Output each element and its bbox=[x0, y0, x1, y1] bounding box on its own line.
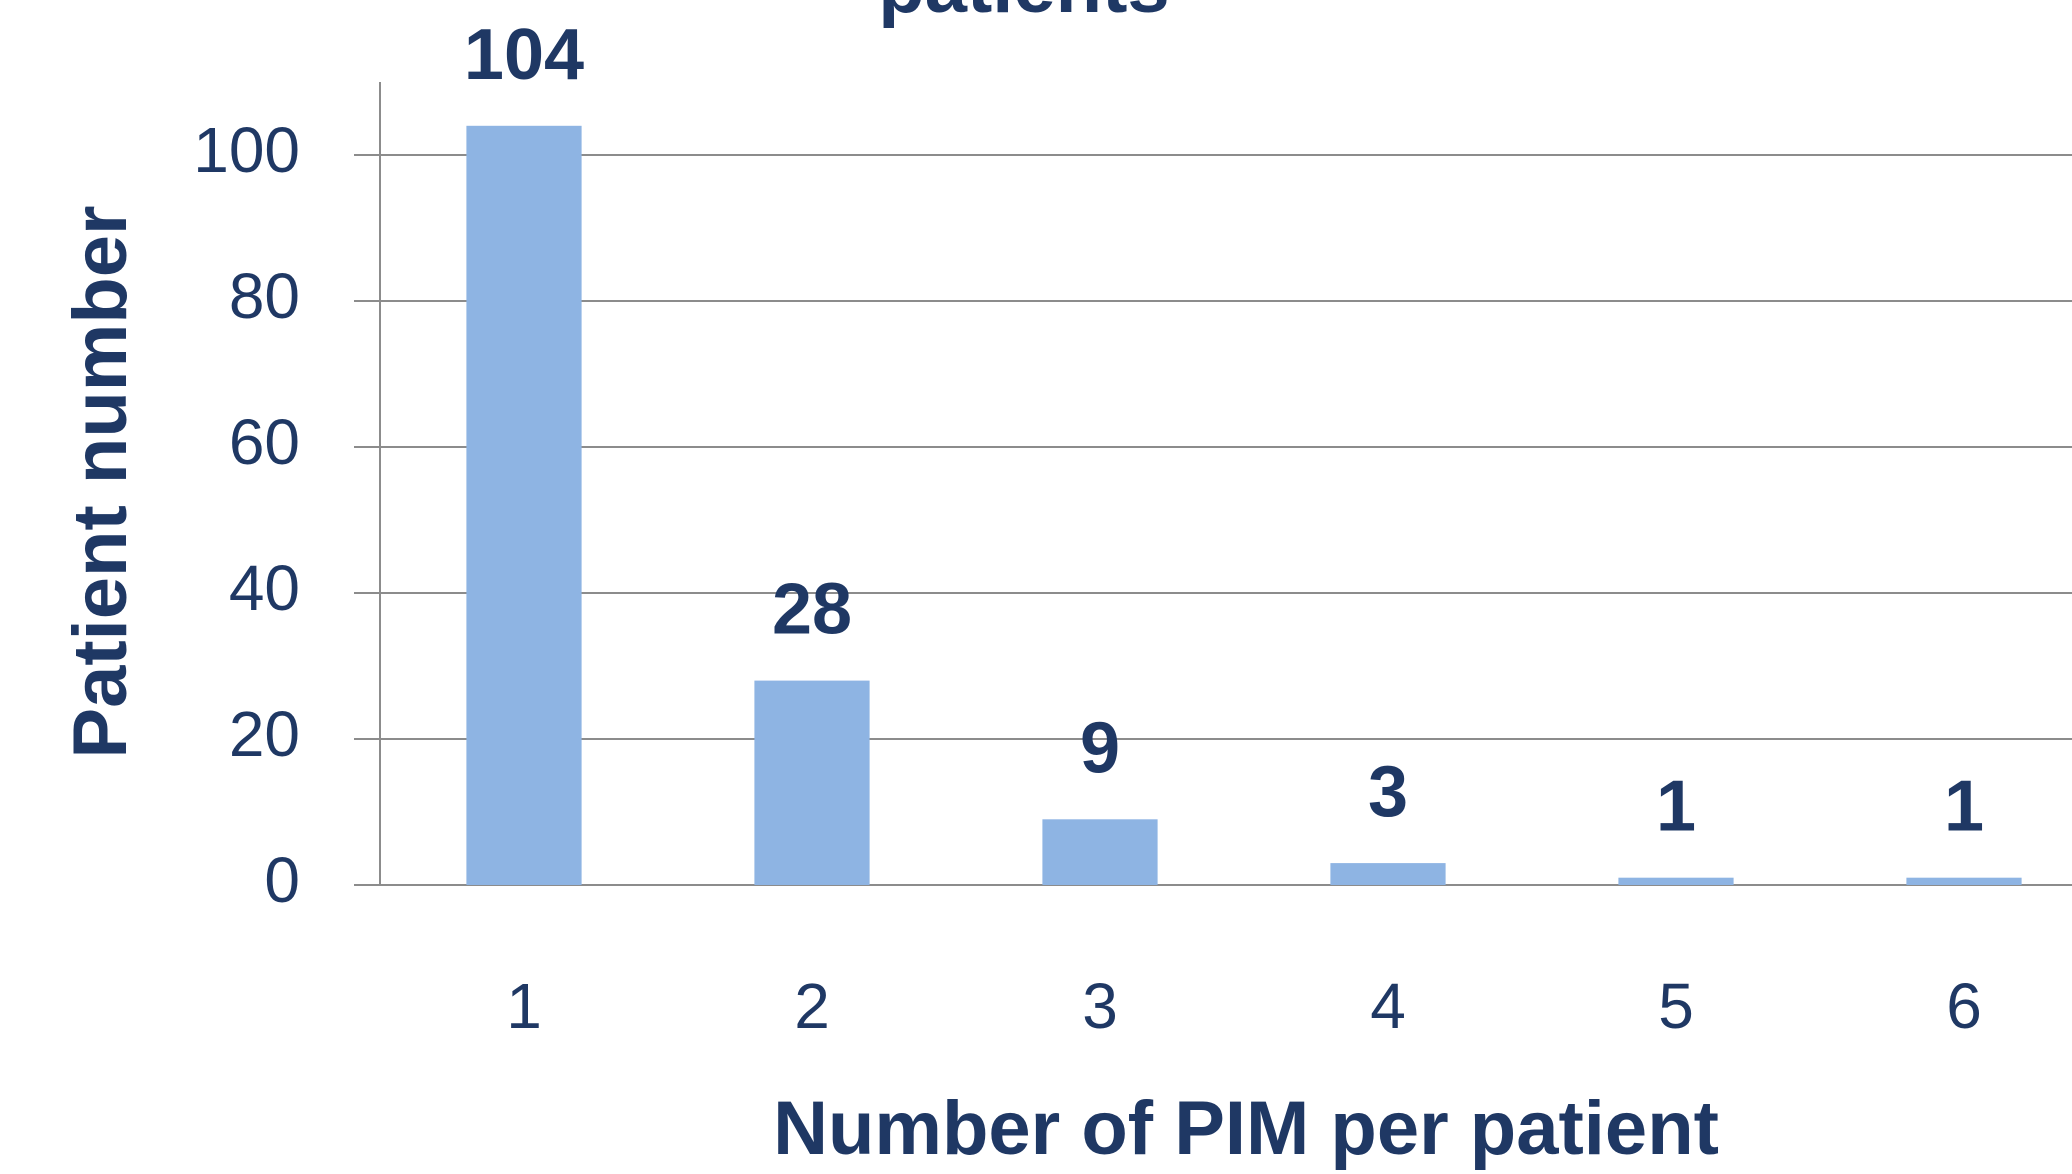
bar bbox=[1330, 863, 1446, 885]
data-label: 104 bbox=[464, 15, 584, 95]
y-tick-label: 60 bbox=[229, 406, 300, 478]
y-tick-label: 20 bbox=[229, 698, 300, 770]
x-tick-label: 3 bbox=[1082, 970, 1118, 1042]
x-tick-label: 6 bbox=[1946, 970, 1982, 1042]
x-tick-label: 1 bbox=[506, 970, 542, 1042]
bar bbox=[1618, 877, 1734, 885]
y-tick-label: 0 bbox=[264, 844, 300, 916]
x-tick-label: 2 bbox=[794, 970, 830, 1042]
y-tick-label: 40 bbox=[229, 552, 300, 624]
data-label: 1 bbox=[1656, 767, 1696, 847]
bar bbox=[1042, 819, 1158, 885]
bar bbox=[1906, 877, 2022, 885]
data-label: 3 bbox=[1368, 752, 1408, 832]
data-label: 9 bbox=[1080, 708, 1120, 788]
x-tick-label: 4 bbox=[1370, 970, 1406, 1042]
bar bbox=[466, 125, 582, 886]
chart-title: patients bbox=[878, 0, 1169, 29]
bar bbox=[754, 680, 870, 885]
y-tick-label: 80 bbox=[229, 260, 300, 332]
x-axis-title: Number of PIM per patient bbox=[773, 1086, 1719, 1171]
y-tick-label: 100 bbox=[193, 114, 300, 186]
data-label: 28 bbox=[772, 570, 852, 650]
x-tick-label: 5 bbox=[1658, 970, 1694, 1042]
y-axis-title: Patient number bbox=[58, 205, 143, 758]
data-label: 1 bbox=[1944, 767, 1984, 847]
